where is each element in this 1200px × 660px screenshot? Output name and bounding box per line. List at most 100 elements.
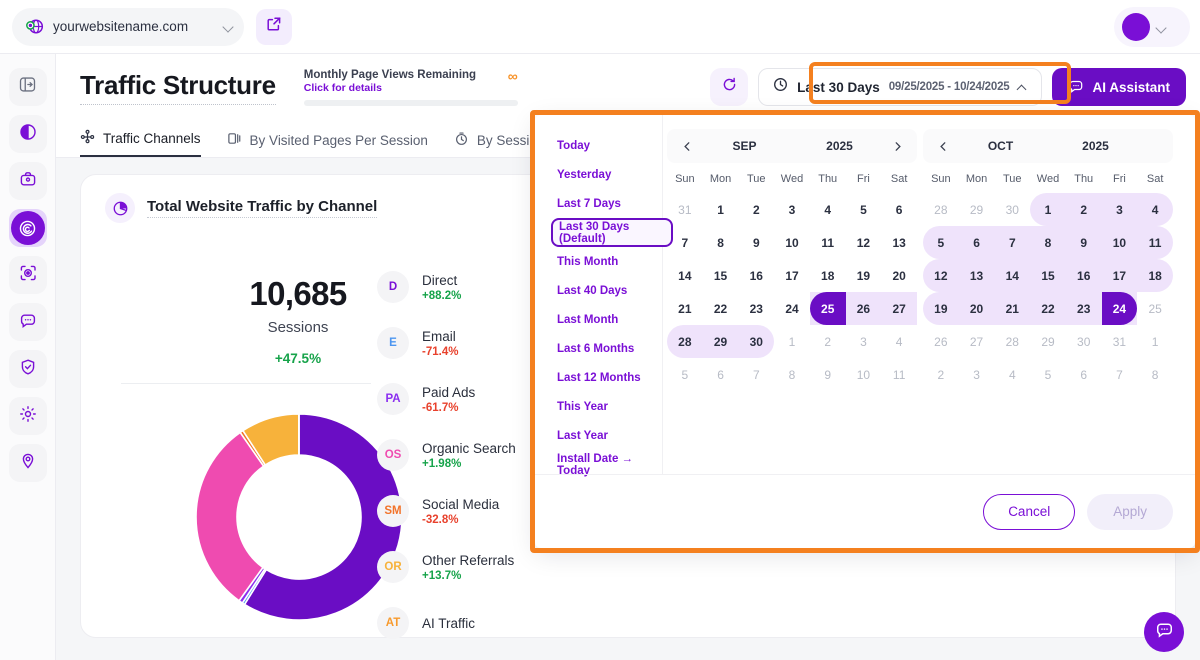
calendar-day[interactable]: 8 [788,367,796,382]
sidebar-item-traffic[interactable] [8,209,47,247]
chat-fab-button[interactable] [1144,612,1184,652]
calendar-day[interactable]: 3 [973,367,980,382]
sidebar-item-location[interactable] [8,444,47,482]
calendar-day[interactable]: 5 [923,226,959,259]
date-preset-yesterday[interactable]: Yesterday [557,168,612,181]
list-item[interactable]: SM Social Media -32.8% [377,483,567,539]
calendar-day[interactable]: 23 [749,301,763,316]
calendar-day[interactable]: 8 [1030,226,1066,259]
ai-assistant-button[interactable]: AI Assistant [1052,68,1186,106]
refresh-button[interactable] [710,68,749,106]
calendar-day[interactable]: 15 [713,268,728,283]
chevron-left-icon[interactable] [933,136,953,156]
calendar-day[interactable]: 10 [856,367,871,382]
calendar-day[interactable]: 3 [788,202,796,217]
list-item[interactable]: OS Organic Search +1.98% [377,427,567,483]
date-preset-last-year[interactable]: Last Year [557,429,608,442]
date-preset-last-6-months[interactable]: Last 6 Months [557,342,635,355]
calendar-day[interactable]: 7 [752,367,760,382]
chevron-right-icon[interactable] [1143,136,1163,156]
calendar-day[interactable]: 30 [1005,202,1019,217]
calendar-day[interactable]: 2 [752,202,760,217]
calendar-day[interactable]: 4 [824,202,832,217]
calendar-day[interactable]: 20 [892,268,906,283]
calendar-day[interactable]: 28 [934,202,948,217]
calendar-day[interactable]: 17 [1101,259,1138,292]
calendar-day[interactable]: 13 [958,259,995,292]
calendar-day[interactable]: 5 [1044,367,1052,382]
calendar-day[interactable]: 25 [1148,301,1162,316]
sidebar-item-collapse[interactable] [8,68,47,106]
calendar-day[interactable]: 8 [1151,367,1159,382]
calendar-day[interactable]: 7 [1116,367,1123,382]
calendar-day[interactable]: 14 [994,259,1031,292]
quota-details-link[interactable]: Click for details [303,81,382,94]
calendar-day[interactable]: 27 [969,334,984,349]
list-item[interactable]: PA Paid Ads -61.7% [377,371,567,427]
calendar-day[interactable]: 6 [1080,367,1088,382]
calendar-day[interactable]: 1 [1151,334,1159,349]
calendar-day[interactable]: 22 [713,301,728,316]
date-preset-last-30-days-default[interactable]: Last 30 Days (Default) [551,218,673,247]
sidebar-item-products[interactable] [8,162,47,200]
date-range-button[interactable]: Last 30 Days 09/25/2025 - 10/24/2025 [758,68,1043,106]
date-preset-last-12-months[interactable]: Last 12 Months [557,371,641,384]
calendar-day[interactable]: 2 [937,367,945,382]
chevron-down-icon[interactable] [223,21,234,32]
calendar-day[interactable]: 9 [1065,226,1102,259]
calendar-day[interactable]: 4 [1008,367,1016,382]
calendar-day[interactable]: 9 [824,367,832,382]
sidebar-item-dashboard[interactable] [8,115,47,153]
calendar-day[interactable]: 8 [717,235,724,250]
calendar-day[interactable]: 6 [717,367,724,382]
calendar-day[interactable]: 18 [1137,259,1173,292]
calendar-day[interactable]: 15 [1030,259,1066,292]
calendar-day[interactable]: 21 [994,292,1031,325]
calendar-day[interactable]: 4 [895,334,903,349]
calendar-day[interactable]: 3 [860,334,867,349]
calendar-day[interactable]: 30 [738,325,775,358]
calendar-day[interactable]: 12 [923,259,959,292]
calendar-day[interactable]: 28 [667,325,703,358]
sidebar-item-security[interactable] [8,350,47,388]
date-preset-install-date-today[interactable]: Install Date → Today [557,452,634,477]
calendar-day[interactable]: 26 [934,334,948,349]
date-preset-last-40-days[interactable]: Last 40 Days [557,284,628,297]
calendar-day[interactable]: 10 [1101,226,1138,259]
calendar-day[interactable]: 1 [1030,193,1066,226]
calendar-day[interactable]: 7 [994,226,1031,259]
date-preset-this-year[interactable]: This Year [557,400,608,413]
calendar-day[interactable]: 19 [856,268,871,283]
tab-visited-pages[interactable]: By Visited Pages Per Session [227,131,428,157]
calendar-day[interactable]: 7 [681,235,689,250]
list-item[interactable]: E Email -71.4% [377,315,567,371]
date-preset-today[interactable]: Today [557,139,591,152]
calendar-day[interactable]: 11 [821,235,835,250]
calendar-day[interactable]: 6 [958,226,995,259]
calendar-day[interactable]: 29 [1041,334,1055,349]
chevron-down-icon[interactable] [1156,22,1167,33]
calendar-day[interactable]: 27 [881,292,917,325]
calendar-day[interactable]: 25 [809,292,846,325]
calendar-day[interactable]: 3 [1101,193,1138,226]
calendar-day[interactable]: 13 [892,235,906,250]
calendar-day[interactable]: 19 [923,292,959,325]
sidebar-item-messages[interactable] [8,303,47,341]
sidebar-item-goals[interactable] [8,256,47,294]
calendar-day[interactable]: 30 [1077,334,1091,349]
calendar-day[interactable]: 5 [860,202,867,217]
calendar-day[interactable]: 11 [1137,226,1173,259]
apply-button[interactable]: Apply [1087,493,1173,530]
quota-widget[interactable]: Monthly Page Views Remaining Click for d… [303,69,518,106]
list-item[interactable]: AT AI Traffic [377,595,567,651]
open-site-button[interactable] [256,8,292,45]
calendar-day[interactable]: 18 [821,268,835,283]
donut-slice[interactable] [195,431,265,602]
calendar-day[interactable]: 29 [969,202,984,217]
calendar-day[interactable]: 24 [785,301,799,316]
date-preset-this-month[interactable]: This Month [557,255,619,268]
calendar-day[interactable]: 20 [958,292,995,325]
account-menu[interactable] [1114,7,1190,47]
chevron-right-icon[interactable] [887,136,907,156]
calendar-day[interactable]: 28 [1005,334,1019,349]
